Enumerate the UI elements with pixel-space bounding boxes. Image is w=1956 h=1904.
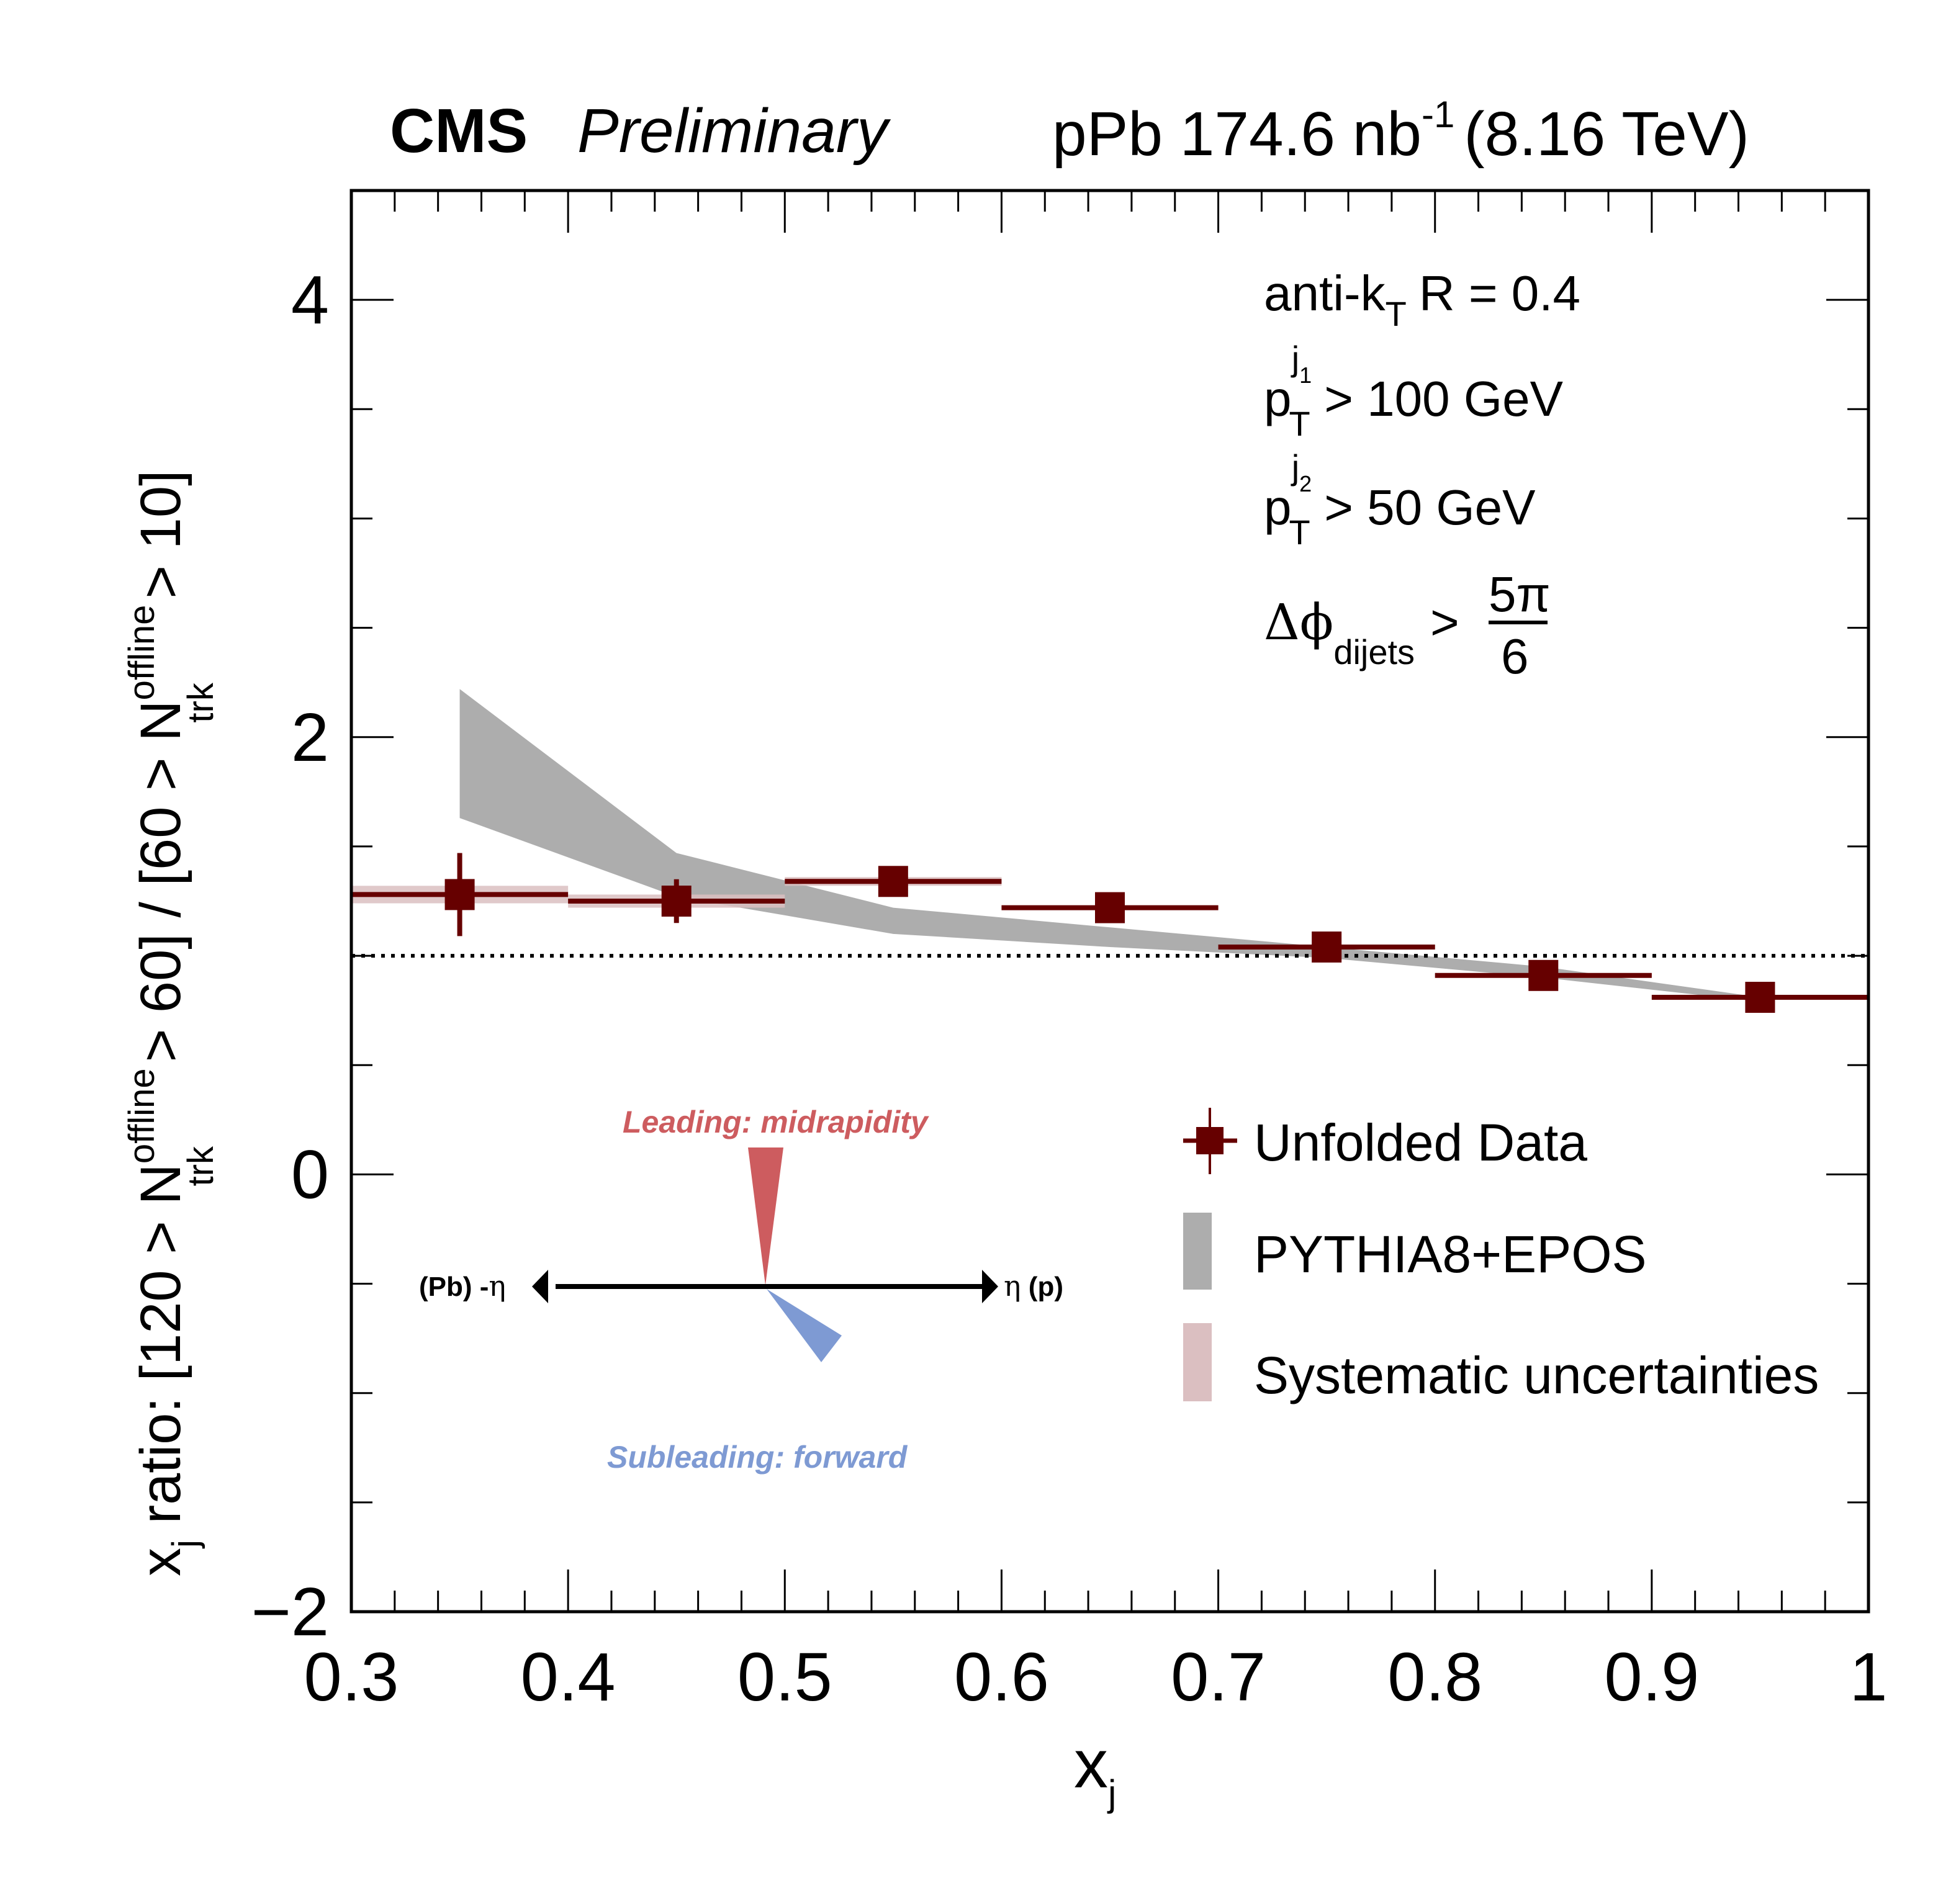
axis-tick-labels: 0.3 0.4 0.5 0.6 0.7 0.8 0.9 1 −2 0 2 4 — [251, 262, 1888, 1715]
legend-systematics-swatch-icon — [1183, 1323, 1212, 1401]
plot-frame — [349, 189, 1870, 1614]
leading-label: Leading: midrapidity — [623, 1105, 929, 1139]
arrow-left-icon — [532, 1270, 548, 1303]
y-tick-label: −2 — [251, 1574, 329, 1650]
x-tick-label: 0.4 — [521, 1639, 616, 1715]
dphi-denominator: 6 — [1501, 629, 1529, 684]
legend-data-label: Unfolded Data — [1254, 1113, 1587, 1172]
y-axis-label: xj ratio: [120 > Nofflinetrk > 60] / [60… — [122, 470, 221, 1576]
kinematics-inset: Leading: midrapidity (Pb) -η η (p) Suble… — [419, 1105, 1063, 1475]
x-tick-label: 0.9 — [1604, 1639, 1699, 1715]
data-point — [1312, 931, 1342, 963]
subleading-jet-cone-icon — [767, 1289, 842, 1362]
y-tick-label: 0 — [291, 1136, 329, 1213]
legend-data-marker-icon — [1196, 1127, 1224, 1154]
legend-systematics-label: Systematic uncertainties — [1254, 1346, 1819, 1404]
data-point — [878, 866, 908, 897]
data-point — [1528, 959, 1559, 991]
legend-item-systematics[interactable]: Systematic uncertainties — [1183, 1323, 1819, 1404]
pb-direction-label: (Pb) -η — [419, 1269, 506, 1303]
x-tick-label: 0.7 — [1171, 1639, 1266, 1715]
lumi-label: pPb 174.6 nb-1 (8.16 TeV) — [1052, 94, 1749, 169]
lumi-prefix: pPb 174.6 nb — [1052, 99, 1422, 169]
legend: Unfolded Data PYTHIA8+EPOS Systematic un… — [1183, 1108, 1819, 1404]
y-tick-label: 2 — [291, 699, 329, 776]
legend-item-data[interactable]: Unfolded Data — [1183, 1108, 1587, 1174]
x-tick-label: 1 — [1849, 1639, 1887, 1715]
x-tick-label: 0.5 — [737, 1639, 832, 1715]
legend-pythia-label: PYTHIA8+EPOS — [1254, 1225, 1647, 1283]
axis-ticks — [350, 189, 1870, 1613]
pt2-cut-text: pTj2 > 50 GeV — [1264, 447, 1536, 552]
x-tick-label: 0.6 — [954, 1639, 1049, 1715]
model-band-layer — [459, 689, 1760, 1002]
arrow-right-icon — [982, 1270, 998, 1303]
experiment-label: CMS — [390, 96, 528, 166]
x-tick-label: 0.3 — [304, 1639, 399, 1715]
svg-text:xj ratio: [120 > Nofflinetrk >: xj ratio: [120 > Nofflinetrk > 60] / [60… — [122, 470, 221, 1576]
pythia-band — [459, 689, 1760, 1002]
selection-info: anti-kT R = 0.4 pTj1 > 100 GeV pTj2 > 50 Ge… — [1264, 266, 1580, 684]
pt1-cut-text: pTj1 > 100 GeV — [1264, 339, 1564, 443]
energy-label: (8.16 TeV) — [1464, 99, 1749, 169]
status-label: Preliminary — [577, 96, 891, 166]
legend-item-pythia[interactable]: PYTHIA8+EPOS — [1183, 1213, 1647, 1290]
data-point — [1745, 982, 1775, 1013]
p-direction-label: η (p) — [1004, 1269, 1063, 1303]
data-point — [444, 879, 475, 910]
x-tick-label: 0.8 — [1387, 1639, 1482, 1715]
dphi-cut-text: Δϕdijets> — [1264, 593, 1459, 671]
y-tick-label: 4 — [291, 262, 329, 338]
lumi-exponent: -1 — [1422, 94, 1454, 135]
data-layer — [351, 853, 1868, 1013]
data-point — [1095, 892, 1125, 923]
leading-jet-cone-icon — [748, 1147, 783, 1285]
x-axis-label: xj — [1074, 1726, 1116, 1814]
jet-algo-text: anti-kT R = 0.4 — [1264, 266, 1580, 333]
legend-pythia-swatch-icon — [1183, 1213, 1212, 1290]
dphi-numerator: 5π — [1489, 567, 1551, 622]
subleading-label: Subleading: forward — [607, 1440, 908, 1475]
data-point — [661, 886, 692, 917]
